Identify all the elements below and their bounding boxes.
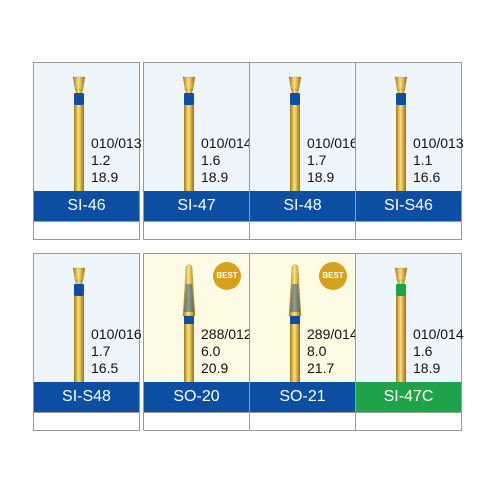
product-card: 289/014 8.0 21.7 SO-21 BEST <box>249 253 358 431</box>
band <box>74 284 84 296</box>
shaft <box>396 105 406 191</box>
bur-illustration <box>394 76 408 191</box>
best-badge: BEST <box>319 262 347 290</box>
spec-line: 010/014 <box>413 326 464 342</box>
bur-illustration <box>288 264 302 382</box>
head <box>72 267 86 281</box>
shaft <box>290 324 300 382</box>
band <box>290 93 300 105</box>
bur-illustration <box>182 76 196 191</box>
grit <box>184 284 194 312</box>
head <box>72 76 86 90</box>
spec-line: 010/016 <box>91 326 142 342</box>
product-label: SI-47C <box>356 382 461 412</box>
bur-illustration <box>182 264 196 382</box>
head <box>394 267 408 281</box>
shaft <box>74 105 84 191</box>
bur-illustration <box>394 267 408 382</box>
spec-line: 010/013 <box>413 135 464 151</box>
spec-line: 010/014 <box>201 135 252 151</box>
product-card: 010/014 1.6 18.9 SI-47C <box>355 253 464 431</box>
spec-line: 6.0 <box>201 343 221 359</box>
band <box>396 93 406 105</box>
blank-strip <box>144 412 249 430</box>
spec-line: 1.6 <box>201 152 221 168</box>
spec-line: 289/014 <box>307 326 358 342</box>
shaft <box>396 296 406 382</box>
spec-line: 16.6 <box>413 169 441 185</box>
head <box>288 76 302 90</box>
product-card: 010/013 1.1 16.6 SI-S46 <box>355 62 464 240</box>
product-card: 010/014 1.6 18.9 SI-47 <box>143 62 252 240</box>
grit <box>290 284 300 312</box>
spec-line: 1.1 <box>413 152 433 168</box>
head <box>394 76 408 90</box>
best-badge: BEST <box>213 262 241 290</box>
blank-strip <box>34 412 139 430</box>
product-card: 010/013 1.2 18.9 SI-46 <box>33 62 142 240</box>
spec-line: 1.7 <box>91 343 111 359</box>
spec-line: 18.9 <box>201 169 229 185</box>
blank-strip <box>34 221 139 239</box>
bur-illustration <box>288 76 302 191</box>
blank-strip <box>250 221 355 239</box>
head <box>182 76 196 90</box>
spec-line: 18.9 <box>413 360 441 376</box>
product-label: SI-46 <box>34 191 139 221</box>
shaft <box>184 324 194 382</box>
product-card: 010/016 1.7 16.5 SI-S48 <box>33 253 142 431</box>
product-label: SI-47 <box>144 191 249 221</box>
product-label: SI-48 <box>250 191 355 221</box>
band <box>396 284 406 296</box>
shaft <box>74 296 84 382</box>
spec-line: 010/013 <box>91 135 142 151</box>
spec-line: 1.2 <box>91 152 111 168</box>
spec-line: 1.6 <box>413 343 433 359</box>
blank-strip <box>356 412 461 430</box>
spec-line: 18.9 <box>91 169 119 185</box>
bur-illustration <box>72 76 86 191</box>
spec-line: 010/016 <box>307 135 358 151</box>
shaft <box>184 105 194 191</box>
spec-line: 1.7 <box>307 152 327 168</box>
product-label: SO-20 <box>144 382 249 412</box>
spec-line: 20.9 <box>201 360 229 376</box>
head <box>182 264 196 317</box>
neck <box>184 316 194 324</box>
spec-line: 288/012 <box>201 326 252 342</box>
spec-line: 8.0 <box>307 343 327 359</box>
blank-strip <box>250 412 355 430</box>
band <box>74 93 84 105</box>
spec-line: 16.5 <box>91 360 119 376</box>
product-label: SO-21 <box>250 382 355 412</box>
band <box>184 93 194 105</box>
shaft <box>290 105 300 191</box>
product-card: 010/016 1.7 18.9 SI-48 <box>249 62 358 240</box>
spec-line: 21.7 <box>307 360 335 376</box>
neck <box>290 316 300 324</box>
product-card: 288/012 6.0 20.9 SO-20 BEST <box>143 253 252 431</box>
spec-line: 18.9 <box>307 169 335 185</box>
blank-strip <box>144 221 249 239</box>
head <box>288 264 302 317</box>
product-label: SI-S46 <box>356 191 461 221</box>
blank-strip <box>356 221 461 239</box>
product-label: SI-S48 <box>34 382 139 412</box>
bur-illustration <box>72 267 86 382</box>
